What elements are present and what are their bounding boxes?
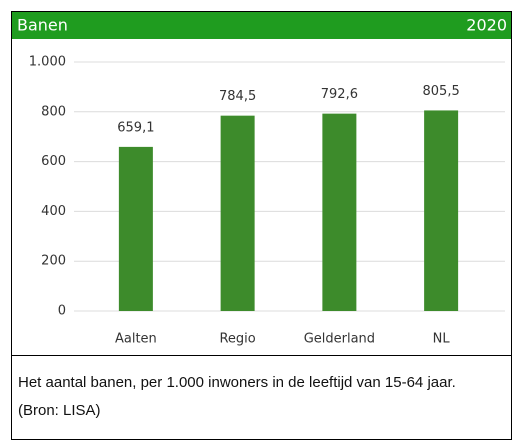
y-tick-label: 600 [41,154,66,169]
y-tick-label: 400 [41,204,66,219]
value-label: 784,5 [219,89,256,104]
value-label: 659,1 [117,120,154,135]
x-tick-label: NL [433,332,451,347]
caption: Het aantal banen, per 1.000 inwoners in … [18,374,456,419]
value-label: 792,6 [321,87,358,102]
header-bar [12,12,511,39]
panel-border [11,11,512,440]
y-tick-label: 0 [58,304,66,319]
x-tick-label: Aalten [115,332,157,347]
x-tick-label: Regio [219,332,255,347]
bar [118,146,153,311]
bar [424,110,459,311]
value-label: 805,5 [423,84,460,99]
chart-subtitle: 2020 [466,16,507,35]
y-tick-label: 800 [41,104,66,119]
bar [220,115,255,311]
bar [322,113,357,311]
y-tick-label: 1.000 [29,55,66,70]
y-tick-label: 200 [41,254,66,269]
x-tick-label: Gelderland [304,332,375,347]
chart-title: Banen [17,16,68,35]
